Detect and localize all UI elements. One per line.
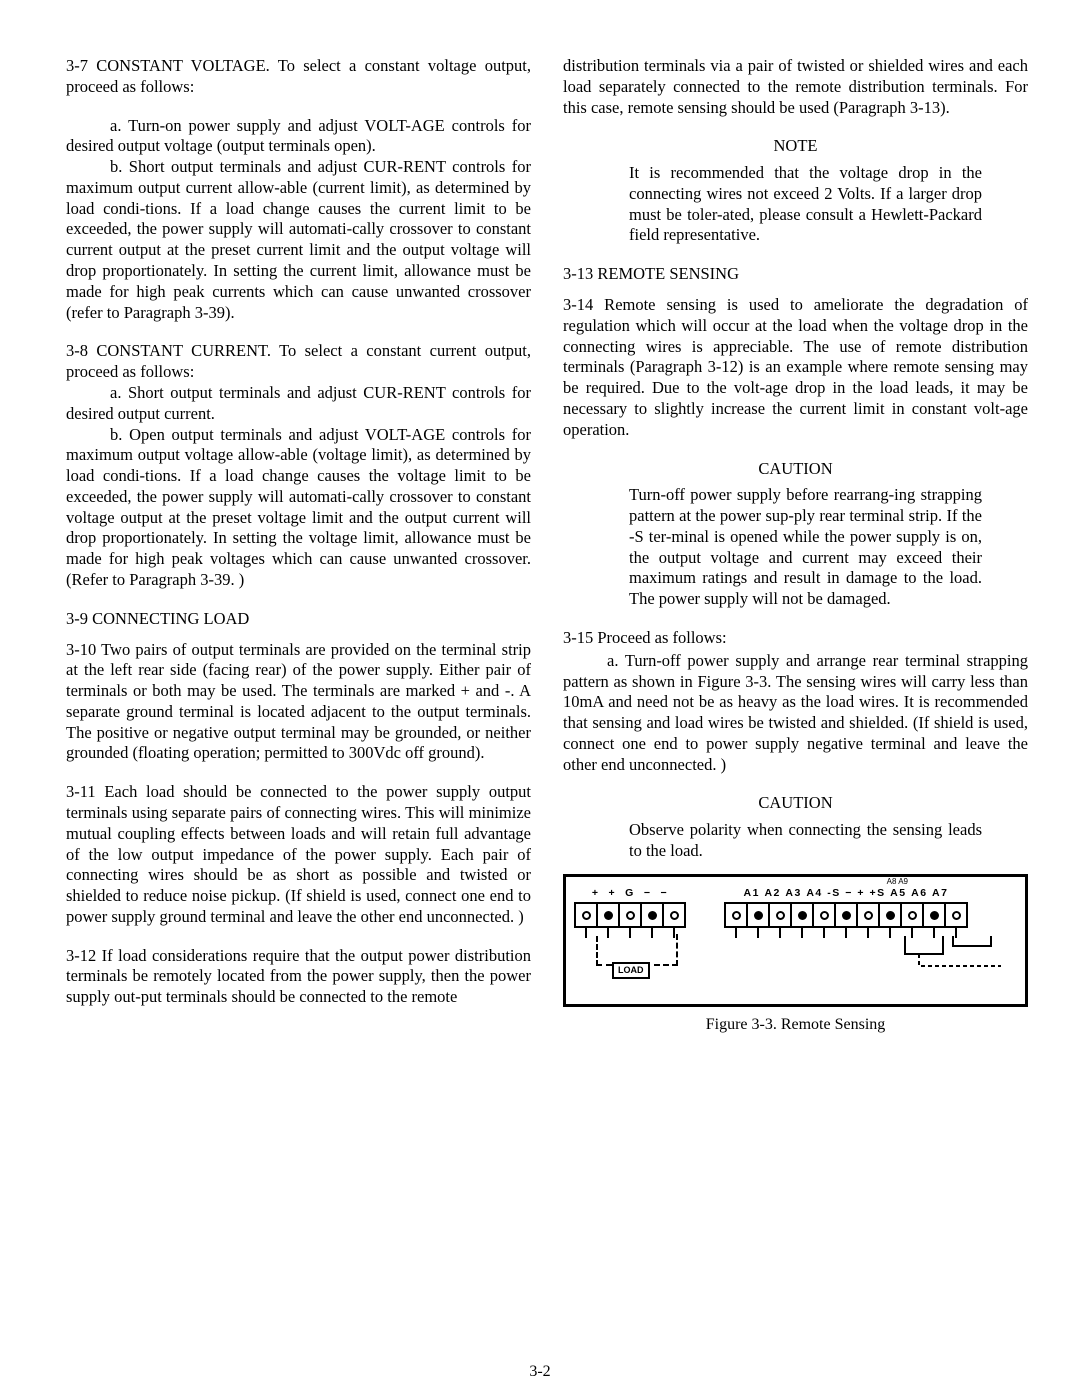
terminal-leg	[757, 928, 759, 938]
terminal-cell	[576, 904, 598, 926]
para-3-8: 3-8 CONSTANT CURRENT. To select a consta…	[66, 341, 531, 383]
terminal-cell	[770, 904, 792, 926]
terminal-leg	[735, 928, 737, 938]
left-terminal-strip	[574, 902, 686, 928]
terminal-label: A3	[785, 887, 801, 900]
figure-3-3: ++G−− A8 A9 A1A2A3A4-S−++SA5A6A7	[563, 874, 1028, 1035]
dashed-wire-right	[654, 934, 678, 966]
terminal-cell	[880, 904, 902, 926]
right-terminal-small-labels: A8 A9	[887, 877, 908, 887]
para-3-14: 3-14 Remote sensing is used to ameliorat…	[563, 295, 1028, 440]
terminal-cell	[792, 904, 814, 926]
two-column-layout: 3-7 CONSTANT VOLTAGE. To select a consta…	[66, 56, 1028, 1035]
terminal-label: +	[609, 887, 617, 900]
caution2-body: Observe polarity when connecting the sen…	[629, 820, 982, 862]
terminal-cell	[664, 904, 684, 926]
terminal-cell	[946, 904, 966, 926]
terminal-leg	[585, 928, 587, 938]
terminal-leg	[779, 928, 781, 938]
terminal-cell	[642, 904, 664, 926]
terminal-leg	[823, 928, 825, 938]
right-terminal-labels: A1 A2 A3 A4 -S−+ +S A5 A6 A7	[744, 887, 949, 900]
terminal-cell	[598, 904, 620, 926]
left-terminal-block: ++G−−	[574, 887, 686, 928]
terminal-label: A7	[932, 887, 948, 900]
terminal-label: A1	[744, 887, 760, 900]
terminal-label: −	[845, 887, 853, 900]
terminal-label: −	[644, 887, 652, 900]
terminal-cell	[620, 904, 642, 926]
terminal-row: ++G−− A8 A9 A1A2A3A4-S−++SA5A6A7	[574, 887, 1017, 928]
figure-caption: Figure 3-3. Remote Sensing	[563, 1015, 1028, 1035]
terminal-leg	[801, 928, 803, 938]
para-3-7a: a. Turn-on power supply and adjust VOLT-…	[66, 116, 531, 158]
terminal-cell	[924, 904, 946, 926]
terminal-cell	[748, 904, 770, 926]
caution1-heading: CAUTION	[563, 459, 1028, 480]
terminal-label: −	[660, 887, 668, 900]
page: 3-7 CONSTANT VOLTAGE. To select a consta…	[0, 0, 1080, 1397]
terminal-label: +	[592, 887, 600, 900]
heading-3-13: 3-13 REMOTE SENSING	[563, 264, 1028, 285]
terminal-label: A5	[890, 887, 906, 900]
terminal-label: +	[857, 887, 865, 900]
page-number: 3-2	[0, 1363, 1080, 1381]
terminal-leg	[845, 928, 847, 938]
para-3-12-cont: distribution terminals via a pair of twi…	[563, 56, 1028, 118]
left-terminal-labels: ++G−−	[592, 887, 668, 900]
terminal-label: A6	[911, 887, 927, 900]
terminal-cell	[858, 904, 880, 926]
wiring-area: LOAD	[574, 938, 1017, 990]
solid-wires-right	[905, 936, 965, 968]
terminal-cell	[726, 904, 748, 926]
terminal-label: G	[625, 887, 635, 900]
note-heading: NOTE	[563, 136, 1028, 157]
terminal-cell	[902, 904, 924, 926]
wire-svg	[895, 936, 1015, 976]
terminal-label: A4	[806, 887, 822, 900]
caution1-body: Turn-off power supply before rearrang-in…	[629, 485, 982, 610]
para-3-7b: b. Short output terminals and adjust CUR…	[66, 157, 531, 323]
para-3-11: 3-11 Each load should be connected to th…	[66, 782, 531, 927]
para-3-10: 3-10 Two pairs of output terminals are p…	[66, 640, 531, 765]
terminal-label: +S	[870, 887, 886, 900]
terminal-cell	[836, 904, 858, 926]
terminal-label: A2	[764, 887, 780, 900]
figure-box: ++G−− A8 A9 A1A2A3A4-S−++SA5A6A7	[563, 874, 1028, 1007]
para-3-8b: b. Open output terminals and adjust VOLT…	[66, 425, 531, 591]
right-terminal-block: A8 A9 A1A2A3A4-S−++SA5A6A7	[724, 887, 968, 928]
right-terminal-strip	[724, 902, 968, 928]
terminal-leg	[651, 928, 653, 938]
heading-3-9: 3-9 CONNECTING LOAD	[66, 609, 531, 630]
terminal-cell	[814, 904, 836, 926]
note-body: It is recommended that the voltage drop …	[629, 163, 982, 246]
load-box: LOAD	[612, 962, 650, 979]
para-3-12: 3-12 If load considerations require that…	[66, 946, 531, 1008]
para-3-8a: a. Short output terminals and adjust CUR…	[66, 383, 531, 425]
terminal-leg	[867, 928, 869, 938]
para-3-7: 3-7 CONSTANT VOLTAGE. To select a consta…	[66, 56, 531, 98]
terminal-leg	[889, 928, 891, 938]
terminal-leg	[629, 928, 631, 938]
para-3-15a: a. Turn-off power supply and arrange rea…	[563, 651, 1028, 776]
right-column: distribution terminals via a pair of twi…	[563, 56, 1028, 1035]
caution2-heading: CAUTION	[563, 793, 1028, 814]
terminal-label: -S	[827, 887, 841, 900]
para-3-15: 3-15 Proceed as follows:	[563, 628, 1028, 649]
dashed-wire-left	[596, 936, 612, 966]
left-column: 3-7 CONSTANT VOLTAGE. To select a consta…	[66, 56, 531, 1035]
